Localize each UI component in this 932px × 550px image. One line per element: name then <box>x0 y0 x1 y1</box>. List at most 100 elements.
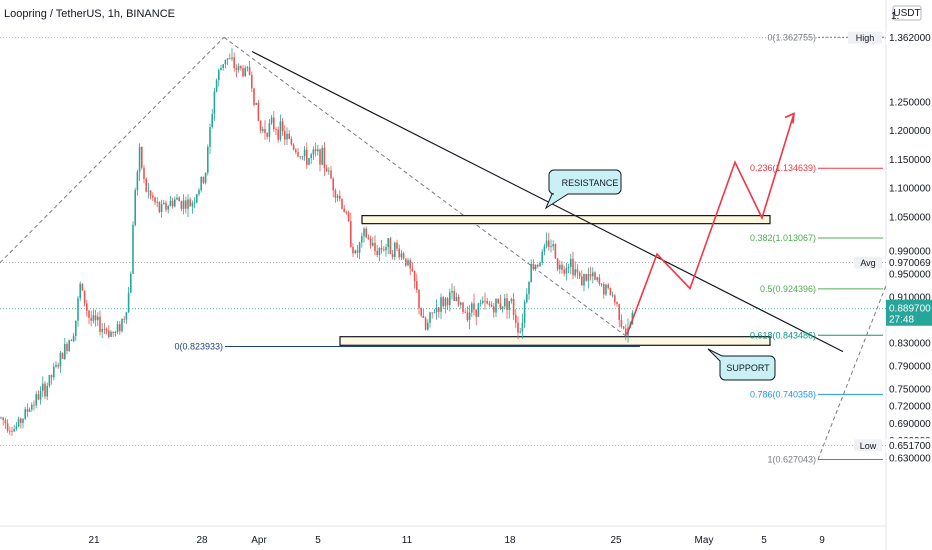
candle-body <box>600 284 603 285</box>
candle-body <box>193 202 196 204</box>
candle-body <box>180 201 183 209</box>
high-tag-box <box>848 31 882 44</box>
candle-body <box>125 312 128 320</box>
candle-body <box>385 247 387 251</box>
candle-body <box>444 298 447 307</box>
low-tag-label: Low <box>860 441 877 451</box>
candle-body <box>156 201 158 203</box>
candle-body <box>572 258 574 276</box>
candle-body <box>213 91 216 115</box>
candle-body <box>31 404 33 410</box>
candle-body <box>387 238 389 248</box>
candle-body <box>90 317 92 321</box>
candle-body <box>266 133 268 137</box>
candle-body <box>369 238 372 246</box>
price-tick-4: 1.050000 <box>889 212 931 223</box>
candle-body <box>352 246 354 254</box>
candle-body <box>526 294 528 302</box>
resistance-callout[interactable] <box>544 169 622 210</box>
candle-body <box>314 149 317 152</box>
price-tick-0: 1.250000 <box>889 98 931 109</box>
candle-body <box>462 302 464 312</box>
candle-body <box>354 250 356 254</box>
candle-body <box>61 352 64 359</box>
fib-diagonal-left <box>0 36 225 264</box>
candle-body <box>53 366 55 378</box>
candle-body <box>279 121 282 140</box>
candle-body <box>521 322 524 332</box>
candle-body <box>325 168 328 172</box>
support-zone[interactable] <box>339 336 771 346</box>
candle-body <box>154 197 156 203</box>
candle-body <box>191 202 194 207</box>
candle-body <box>499 303 502 309</box>
fib-level-label-0: 0(1.362755) <box>767 32 816 42</box>
candle-body <box>72 336 75 342</box>
resistance-zone[interactable] <box>361 215 771 225</box>
candle-body <box>169 200 172 206</box>
candle-body <box>611 295 614 297</box>
bar-countdown-label: 27:48 <box>889 315 914 326</box>
price-tick-2: 1.150000 <box>889 155 931 166</box>
candle-body <box>510 298 513 302</box>
currency-badge[interactable] <box>892 5 922 21</box>
candle-body <box>185 200 187 209</box>
candle-body <box>42 383 44 391</box>
candle-body <box>416 281 418 290</box>
candle-body <box>264 129 266 134</box>
candle-body <box>548 240 550 247</box>
candle-body <box>290 138 293 145</box>
candle-body <box>497 298 499 304</box>
candle-body <box>598 277 601 285</box>
support-callout[interactable] <box>707 348 776 381</box>
candle-body <box>418 289 420 309</box>
candle-body <box>559 264 561 270</box>
candle-body <box>86 303 88 311</box>
candle-body <box>528 282 530 295</box>
candle-body <box>490 304 493 307</box>
candle-body <box>471 303 473 313</box>
candle-body <box>504 298 506 307</box>
price-tick-9: 0.790000 <box>889 361 931 372</box>
candle-body <box>493 306 495 313</box>
candle-body <box>182 200 185 209</box>
candle-body <box>134 190 136 225</box>
candle-body <box>255 102 257 105</box>
candle-body <box>391 254 394 257</box>
candle-body <box>48 375 51 386</box>
candle-body <box>576 269 579 273</box>
projection-path[interactable] <box>626 113 795 335</box>
candle-body <box>422 315 425 318</box>
candle-body <box>110 331 112 337</box>
candle-body <box>479 302 482 304</box>
candle-body <box>341 198 343 209</box>
currency-label: USDT <box>893 8 920 19</box>
candle-body <box>372 242 374 246</box>
fib-level-label-5: 0(0.823933) <box>174 341 223 351</box>
candle-body <box>33 404 35 406</box>
candle-body <box>171 200 174 207</box>
candle-body <box>44 383 46 397</box>
descending-trendline[interactable] <box>251 50 844 353</box>
candle-body <box>603 284 605 295</box>
candle-body <box>396 242 398 249</box>
candle-body <box>506 298 508 310</box>
candle-body <box>545 240 548 247</box>
candle-body <box>270 117 273 124</box>
price-tick-7: 0.910000 <box>889 293 931 304</box>
candle-body <box>220 67 222 71</box>
date-tick-2: Apr <box>251 535 267 546</box>
candle-body <box>295 149 297 153</box>
candle-body <box>323 147 326 169</box>
candle-body <box>152 195 154 198</box>
date-tick-7: May <box>695 535 714 546</box>
candle-body <box>446 298 449 306</box>
current-price-label: 0.889700 <box>889 304 931 315</box>
candle-body <box>563 269 565 274</box>
candle-body <box>158 201 161 213</box>
avg-price-label: 0.970069 <box>889 258 931 269</box>
candle-body <box>400 253 403 258</box>
candle-body <box>123 318 125 320</box>
fib-level-label-7: 1(0.627043) <box>767 454 816 464</box>
